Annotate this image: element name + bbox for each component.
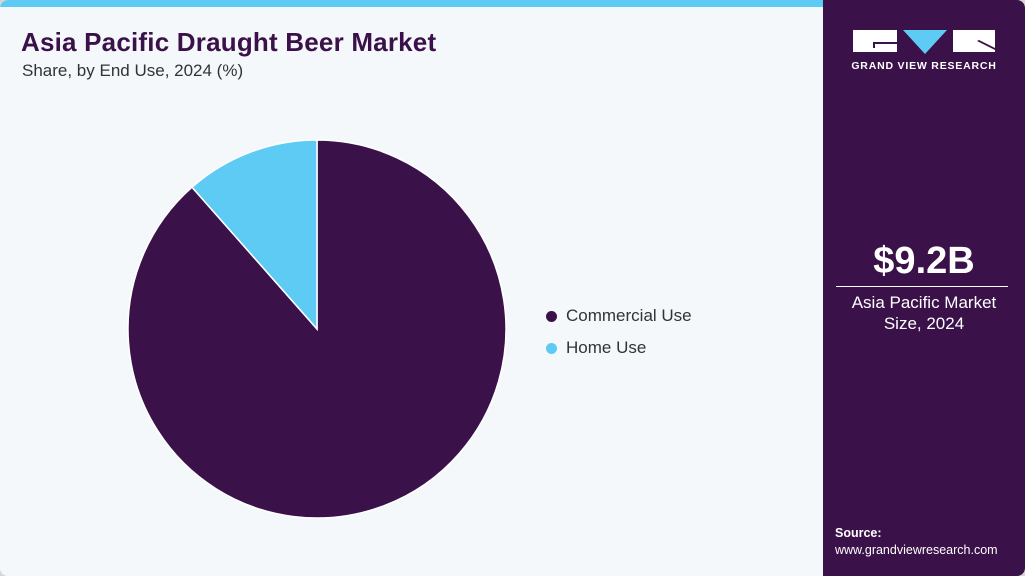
- market-size-value: $9.2B: [873, 240, 975, 282]
- pie-slice-home-use: [190, 139, 318, 331]
- summary-sidebar: GRAND VIEW RESEARCH $9.2B Asia Pacific M…: [823, 0, 1025, 576]
- market-size-label: Asia Pacific Market Size, 2024: [823, 292, 1025, 334]
- market-size-label-line1: Asia Pacific Market: [851, 293, 997, 312]
- pie-chart: [127, 139, 507, 519]
- source-heading: Source:: [835, 526, 882, 540]
- brand-name: GRAND VIEW RESEARCH: [851, 60, 997, 72]
- legend-label: Home Use: [566, 338, 647, 357]
- grand-view-research-logo-icon: [853, 30, 995, 54]
- legend-item-home-use: Home Use: [546, 332, 692, 364]
- chart-subtitle: Share, by End Use, 2024 (%): [22, 61, 244, 80]
- legend-item-commercial-use: Commercial Use: [546, 300, 692, 332]
- chart-title: Asia Pacific Draught Beer Market: [21, 27, 437, 57]
- legend-label: Commercial Use: [566, 306, 692, 325]
- chart-panel: Asia Pacific Draught Beer Market Share, …: [0, 0, 823, 519]
- legend: Commercial Use Home Use: [546, 300, 692, 364]
- divider: [836, 286, 1008, 287]
- legend-dot-icon: [546, 342, 557, 354]
- market-size-label-line2: Size, 2024: [883, 314, 965, 333]
- legend-dot-icon: [546, 310, 557, 322]
- source-link[interactable]: www.grandviewresearch.com: [835, 543, 998, 557]
- accent-bar: [0, 0, 823, 7]
